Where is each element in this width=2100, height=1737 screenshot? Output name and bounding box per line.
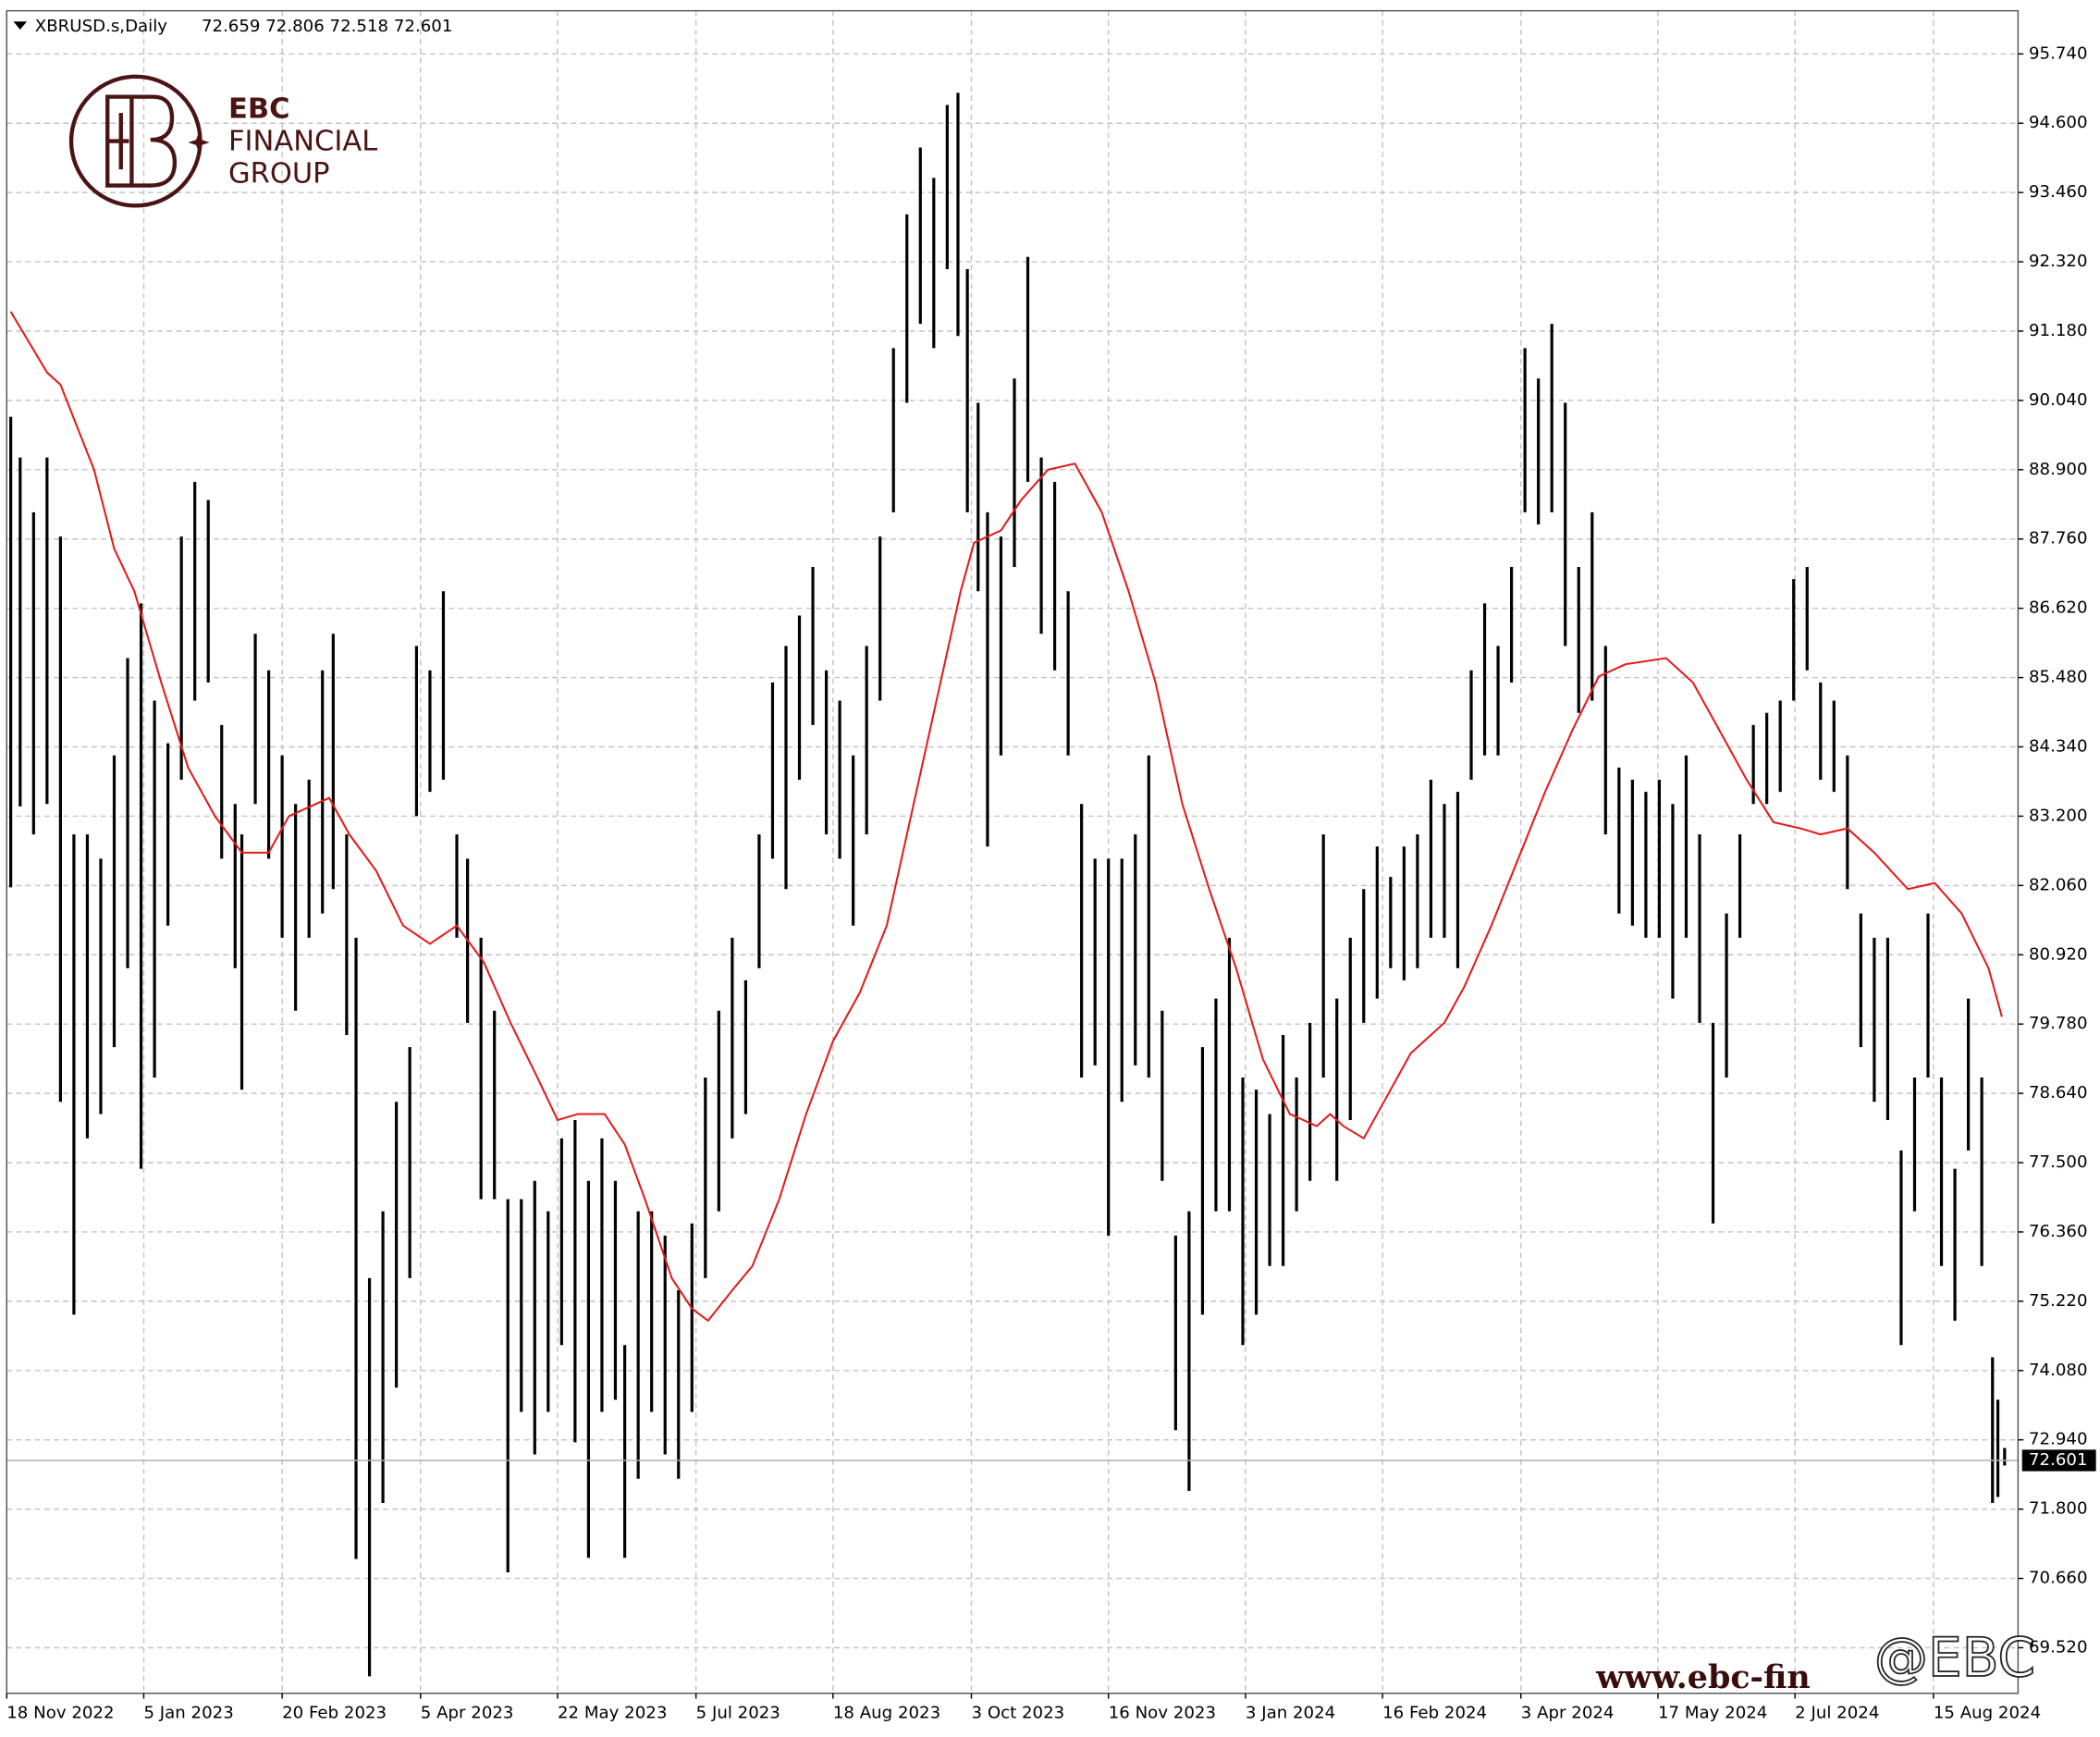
- logo-text: FINANCIAL: [228, 126, 377, 158]
- moving-average-line: [9, 311, 2003, 1323]
- y-tick-label: 78.640: [2029, 1083, 2088, 1103]
- x-tick-label: 3 Jan 2024: [1246, 1704, 1335, 1723]
- x-tick-label: 3 Apr 2024: [1521, 1704, 1615, 1723]
- x-tick-label: 5 Apr 2023: [421, 1704, 514, 1723]
- y-tick-label: 70.660: [2029, 1569, 2088, 1588]
- x-tick-label: 15 Aug 2024: [1934, 1704, 2041, 1723]
- axis-layer: 69.520 70.660 71.800 72.940 74.080 75.220 76.3…: [6, 43, 2096, 1723]
- y-tick-label: 69.520: [2029, 1637, 2088, 1657]
- y-tick-label: 84.340: [2029, 737, 2088, 757]
- watermark: @EBC: [1874, 1626, 2035, 1689]
- x-tick-label: 18 Aug 2023: [833, 1704, 940, 1723]
- y-tick-label: 83.200: [2029, 806, 2088, 825]
- y-tick-label: 85.480: [2029, 668, 2088, 687]
- last-price-box: [2021, 1449, 2096, 1472]
- x-tick-label: 16 Nov 2023: [1109, 1704, 1216, 1723]
- logo-mark: [105, 94, 178, 188]
- y-tick-label: 92.320: [2029, 252, 2088, 271]
- y-tick-label: 75.220: [2029, 1291, 2088, 1311]
- y-tick-label: 72.940: [2029, 1430, 2088, 1449]
- x-tick-label: 3 Oct 2023: [972, 1704, 1065, 1723]
- y-tick-label: 90.040: [2029, 390, 2088, 410]
- mark-layer: [6, 92, 2019, 1677]
- y-tick-label: 91.180: [2029, 321, 2088, 340]
- y-tick-label: 80.920: [2029, 944, 2088, 964]
- y-tick-label: 86.620: [2029, 598, 2088, 618]
- y-tick-label: 77.500: [2029, 1152, 2088, 1172]
- x-tick-label: 5 Jul 2023: [696, 1704, 780, 1723]
- y-tick-label: 76.360: [2029, 1222, 2088, 1241]
- y-tick-label: 95.740: [2029, 43, 2088, 63]
- x-tick-label: 5 Jan 2023: [143, 1704, 233, 1723]
- x-tick-label: 22 May 2023: [558, 1704, 667, 1723]
- y-tick-label: 87.760: [2029, 529, 2088, 548]
- y-tick-label: 71.800: [2029, 1499, 2088, 1519]
- y-tick-label: 93.460: [2029, 182, 2088, 202]
- y-tick-label: 82.060: [2029, 875, 2088, 894]
- plot-frame: [6, 9, 2020, 1694]
- x-tick-label: 18 Nov 2022: [6, 1704, 114, 1723]
- x-tick-label: 20 Feb 2023: [282, 1704, 387, 1723]
- y-tick-label: 88.900: [2029, 460, 2088, 479]
- y-tick-label: 79.780: [2029, 1014, 2088, 1033]
- y-tick-label: 94.600: [2029, 113, 2088, 132]
- logo-text: EBC: [228, 93, 289, 126]
- logo-text: GROUP: [228, 157, 330, 190]
- last-price-label: 72.601: [2029, 1450, 2088, 1470]
- menu-arrow[interactable]: [13, 21, 28, 30]
- grid-layer: [6, 10, 2019, 1694]
- x-tick-label: 2 Jul 2024: [1795, 1704, 1879, 1723]
- ohlc-readout: 72.659 72.806 72.518 72.601: [202, 17, 452, 36]
- x-tick-label: 17 May 2024: [1658, 1704, 1767, 1723]
- x-tick-label: 16 Feb 2024: [1382, 1704, 1487, 1723]
- logo: EBC FINANCIAL GROUP: [68, 74, 377, 208]
- symbol-title: XBRUSD.s,Daily: [35, 17, 168, 36]
- logo-star: [188, 131, 210, 154]
- y-tick-label: 74.080: [2029, 1361, 2088, 1380]
- watermark: www.ebc-fin: [1595, 1658, 1811, 1696]
